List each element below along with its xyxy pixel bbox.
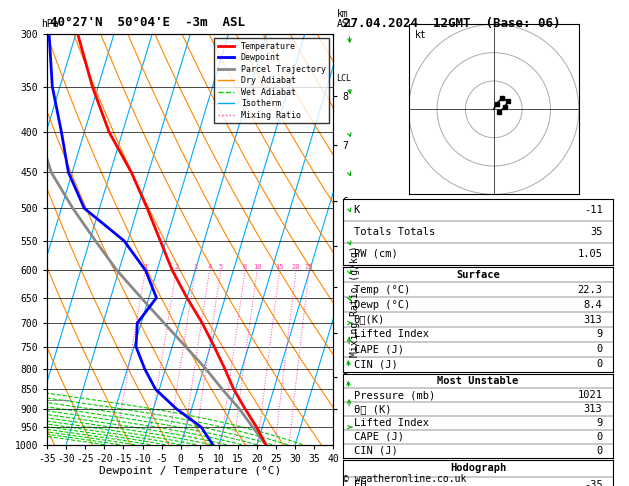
Text: 9: 9 bbox=[596, 418, 603, 428]
Text: 0: 0 bbox=[596, 432, 603, 442]
Text: 4: 4 bbox=[208, 264, 211, 270]
Text: 40°27'N  50°04'E  -3m  ASL: 40°27'N 50°04'E -3m ASL bbox=[50, 16, 245, 29]
Text: Totals Totals: Totals Totals bbox=[353, 227, 435, 237]
Text: 8: 8 bbox=[243, 264, 247, 270]
Text: 1: 1 bbox=[143, 264, 148, 270]
Text: θᴇ (K): θᴇ (K) bbox=[353, 404, 391, 414]
Text: -11: -11 bbox=[584, 205, 603, 215]
Text: Dewp (°C): Dewp (°C) bbox=[353, 299, 410, 310]
Text: EH: EH bbox=[353, 480, 366, 486]
Text: 0: 0 bbox=[596, 359, 603, 369]
Text: Lifted Index: Lifted Index bbox=[353, 418, 428, 428]
Text: 20: 20 bbox=[292, 264, 301, 270]
Text: θᴇ(K): θᴇ(K) bbox=[353, 314, 385, 325]
Text: hPa: hPa bbox=[41, 19, 58, 29]
Text: 35: 35 bbox=[590, 227, 603, 237]
Text: Mixing Ratio (g/kg): Mixing Ratio (g/kg) bbox=[350, 245, 360, 357]
Text: 27.04.2024  12GMT  (Base: 06): 27.04.2024 12GMT (Base: 06) bbox=[343, 17, 560, 30]
Text: K: K bbox=[353, 205, 360, 215]
Legend: Temperature, Dewpoint, Parcel Trajectory, Dry Adiabat, Wet Adiabat, Isotherm, Mi: Temperature, Dewpoint, Parcel Trajectory… bbox=[214, 38, 329, 123]
Text: CIN (J): CIN (J) bbox=[353, 359, 398, 369]
Text: CAPE (J): CAPE (J) bbox=[353, 432, 404, 442]
Text: 8.4: 8.4 bbox=[584, 299, 603, 310]
Text: 1.05: 1.05 bbox=[577, 249, 603, 259]
Text: 313: 313 bbox=[584, 404, 603, 414]
Text: 0: 0 bbox=[596, 446, 603, 456]
Text: Most Unstable: Most Unstable bbox=[437, 376, 519, 386]
Text: 10: 10 bbox=[253, 264, 262, 270]
Text: © weatheronline.co.uk: © weatheronline.co.uk bbox=[343, 473, 466, 484]
Text: 313: 313 bbox=[584, 314, 603, 325]
Text: 2: 2 bbox=[174, 264, 179, 270]
Text: CIN (J): CIN (J) bbox=[353, 446, 398, 456]
Text: 22.3: 22.3 bbox=[577, 285, 603, 295]
Text: PW (cm): PW (cm) bbox=[353, 249, 398, 259]
Text: Surface: Surface bbox=[456, 270, 500, 280]
Text: 3: 3 bbox=[193, 264, 198, 270]
Text: 15: 15 bbox=[276, 264, 284, 270]
Text: Temp (°C): Temp (°C) bbox=[353, 285, 410, 295]
Text: -35: -35 bbox=[584, 480, 603, 486]
Text: km
ASL: km ASL bbox=[337, 9, 354, 29]
Text: Pressure (mb): Pressure (mb) bbox=[353, 390, 435, 400]
Text: kt: kt bbox=[415, 31, 426, 40]
Text: 1021: 1021 bbox=[577, 390, 603, 400]
Text: Hodograph: Hodograph bbox=[450, 464, 506, 473]
Text: 0: 0 bbox=[596, 345, 603, 354]
X-axis label: Dewpoint / Temperature (°C): Dewpoint / Temperature (°C) bbox=[99, 467, 281, 476]
Text: 25: 25 bbox=[305, 264, 313, 270]
Text: 5: 5 bbox=[218, 264, 223, 270]
Text: LCL: LCL bbox=[337, 74, 351, 83]
Text: 9: 9 bbox=[596, 330, 603, 340]
Text: Lifted Index: Lifted Index bbox=[353, 330, 428, 340]
Text: CAPE (J): CAPE (J) bbox=[353, 345, 404, 354]
